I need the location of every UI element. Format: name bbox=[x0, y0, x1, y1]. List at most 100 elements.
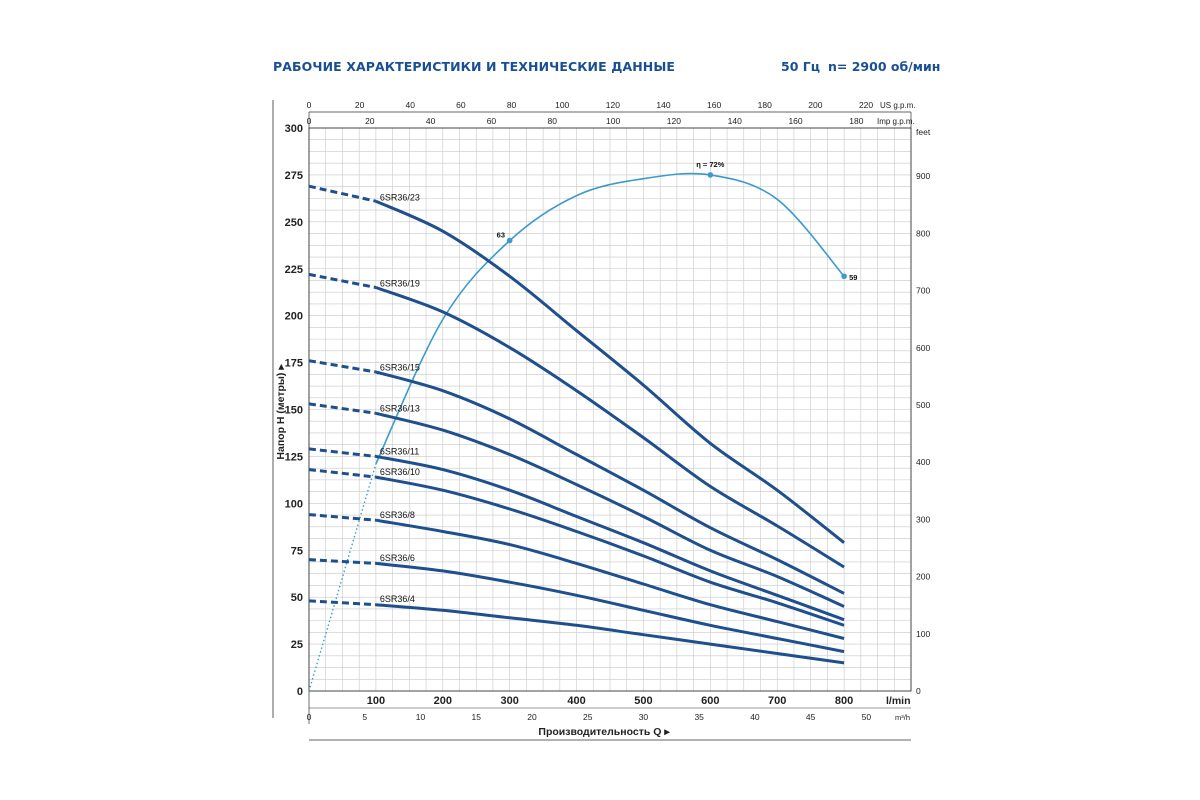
pump-curve bbox=[375, 199, 846, 544]
y2-tick-label: 600 bbox=[916, 343, 930, 353]
series-label: 6SR36/13 bbox=[380, 404, 420, 414]
y-tick-label: 300 bbox=[285, 123, 303, 135]
page-title: РАБОЧИЕ ХАРАКТЕРИСТИКИ И ТЕХНИЧЕСКИЕ ДАН… bbox=[273, 59, 676, 74]
y-tick-label: 50 bbox=[291, 592, 303, 604]
y-tick-label: 175 bbox=[285, 358, 303, 370]
efficiency-point bbox=[841, 273, 847, 280]
pump-curve-dashed bbox=[308, 513, 377, 522]
series-label: 6SR36/23 bbox=[380, 193, 420, 203]
m3h-tick-label: 50 bbox=[862, 712, 872, 722]
y2-tick-label: 100 bbox=[916, 629, 930, 639]
y2-tick-label: 800 bbox=[916, 228, 930, 238]
m3h-unit-label: m³/h bbox=[895, 713, 910, 722]
y2-tick-label: 200 bbox=[916, 572, 930, 582]
y2-unit-label: feet bbox=[916, 127, 931, 137]
pump-curve-dashed bbox=[308, 402, 377, 415]
usgpm-tick-label: 160 bbox=[707, 100, 721, 110]
pump-curve bbox=[375, 286, 845, 569]
series-group bbox=[308, 184, 846, 665]
pump-curve-dashed bbox=[308, 447, 377, 458]
pump-curve bbox=[375, 411, 845, 608]
series-label: 6SR36/15 bbox=[380, 362, 420, 372]
impgpm-tick-label: 20 bbox=[365, 116, 375, 126]
x-unit-label: l/min bbox=[886, 695, 911, 707]
y-tick-label: 225 bbox=[285, 264, 303, 276]
efficiency-point bbox=[707, 172, 714, 178]
series-label: 6SR36/4 bbox=[380, 594, 415, 604]
pump-curve bbox=[375, 561, 845, 654]
efficiency-curve bbox=[375, 172, 845, 465]
plot-border bbox=[308, 127, 912, 692]
chart-frame bbox=[272, 100, 912, 741]
impgpm-tick-label: 100 bbox=[606, 116, 620, 126]
x-tick-label: 400 bbox=[567, 695, 585, 707]
efficiency-point-label: η = 72% bbox=[696, 160, 724, 169]
m3h-tick-label: 5 bbox=[362, 712, 367, 722]
usgpm-tick-label: 100 bbox=[555, 100, 569, 110]
y-tick-label: 100 bbox=[285, 498, 303, 510]
usgpm-tick-label: 20 bbox=[355, 100, 365, 110]
impgpm-tick-label: 160 bbox=[788, 116, 802, 126]
impgpm-tick-label: 120 bbox=[667, 116, 681, 126]
y2-tick-label: 300 bbox=[916, 514, 930, 524]
impgpm-tick-label: 180 bbox=[849, 116, 863, 126]
pump-curve-dashed bbox=[308, 272, 377, 289]
x-tick-label: 100 bbox=[367, 695, 385, 707]
frequency-label: 50 Гц bbox=[781, 59, 820, 74]
efficiency-point-label: 59 bbox=[849, 273, 857, 282]
impgpm-unit-label: Imp g.p.m. bbox=[877, 117, 915, 126]
label-group: 6SR36/23 6SR36/19 6SR36/15 6SR36/13 6SR36/11… bbox=[380, 193, 420, 605]
usgpm-tick-label: 60 bbox=[456, 100, 466, 110]
usgpm-tick-label: 140 bbox=[656, 100, 670, 110]
x-axis-title: Производительность Q ▸ bbox=[538, 726, 670, 738]
x-tick-label: 700 bbox=[768, 695, 786, 707]
y-tick-label: 125 bbox=[285, 451, 303, 463]
usgpm-tick-label: 120 bbox=[606, 100, 620, 110]
pump-curve-dashed bbox=[308, 468, 377, 479]
y-tick-label: 275 bbox=[285, 170, 303, 182]
y-axis-title: Напор H (метры) ▸ bbox=[275, 364, 287, 460]
pump-curve bbox=[375, 518, 845, 640]
m3h-tick-label: 15 bbox=[471, 712, 481, 722]
efficiency-point bbox=[506, 237, 513, 244]
series-label: 6SR36/6 bbox=[380, 553, 415, 563]
pump-curve-dashed bbox=[308, 359, 377, 374]
efficiency-curve-group: 63 η = 72% 59 bbox=[308, 160, 857, 692]
y2-tick-label: 0 bbox=[916, 686, 921, 696]
x-tick-label: 600 bbox=[701, 695, 719, 707]
usgpm-tick-label: 40 bbox=[406, 100, 416, 110]
m3h-tick-label: 20 bbox=[527, 712, 537, 722]
y2-tick-label: 900 bbox=[916, 171, 930, 181]
pump-curve bbox=[375, 370, 845, 595]
usgpm-tick-label: 180 bbox=[758, 100, 772, 110]
efficiency-curve-dotted bbox=[308, 463, 377, 692]
usgpm-tick-label: 0 bbox=[307, 100, 312, 110]
axes: 0255075100125150175200225250275300010020… bbox=[275, 100, 931, 738]
pump-curve-dashed bbox=[308, 599, 376, 607]
y2-tick-label: 500 bbox=[916, 400, 930, 410]
y2-tick-label: 400 bbox=[916, 457, 930, 467]
series-label: 6SR36/8 bbox=[380, 510, 415, 520]
impgpm-tick-label: 0 bbox=[307, 116, 312, 126]
efficiency-point-label: 63 bbox=[497, 231, 505, 240]
y-tick-label: 200 bbox=[285, 311, 303, 323]
m3h-tick-label: 40 bbox=[750, 712, 760, 722]
pump-curve bbox=[375, 475, 845, 627]
speed-label: n= 2900 об/мин bbox=[828, 59, 941, 74]
m3h-tick-label: 25 bbox=[583, 712, 593, 722]
y-tick-label: 150 bbox=[285, 405, 303, 417]
y-tick-label: 0 bbox=[297, 686, 303, 698]
series-label: 6SR36/10 bbox=[380, 467, 420, 477]
usgpm-tick-label: 200 bbox=[808, 100, 822, 110]
pump-curve-dashed bbox=[308, 558, 376, 565]
series-label: 6SR36/19 bbox=[380, 278, 420, 288]
series-label: 6SR36/11 bbox=[380, 446, 419, 456]
x-tick-label: 500 bbox=[634, 695, 652, 707]
y-tick-label: 250 bbox=[285, 217, 303, 229]
pump-curve bbox=[375, 454, 845, 622]
m3h-tick-label: 35 bbox=[694, 712, 704, 722]
x-tick-label: 200 bbox=[434, 695, 452, 707]
m3h-tick-label: 0 bbox=[307, 712, 312, 722]
y-tick-label: 25 bbox=[291, 639, 303, 651]
